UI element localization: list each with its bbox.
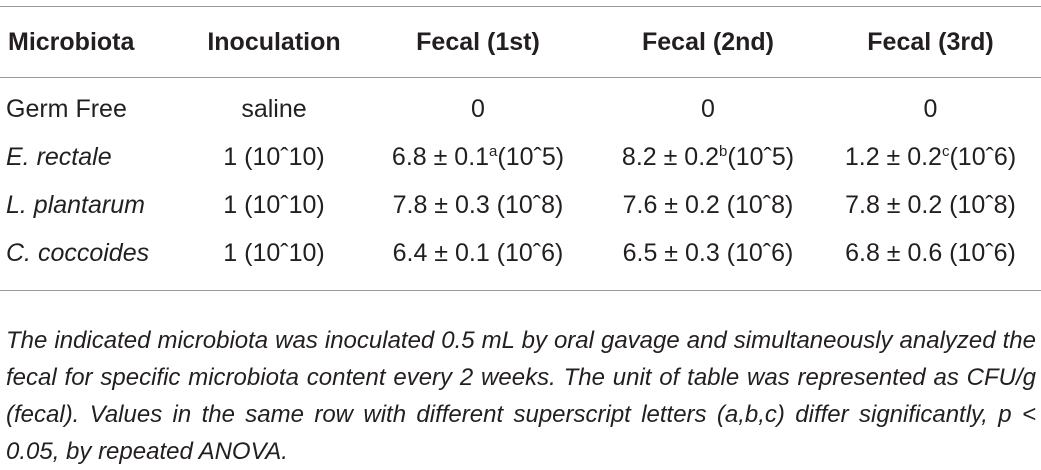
cell-fecal-2nd: 7.6 ± 0.2 (10ˆ8) — [596, 181, 820, 229]
table-header-row: Microbiota Inoculation Fecal (1st) Fecal… — [0, 7, 1041, 77]
cell-fecal-1st: 6.8 ± 0.1a(10ˆ5) — [360, 133, 596, 181]
cell-fecal-3rd: 0 — [820, 77, 1041, 133]
column-header-fecal-1st: Fecal (1st) — [416, 27, 540, 56]
cell-value: 0 — [923, 94, 938, 123]
cell-fecal-3rd: 6.8 ± 0.6 (10ˆ6) — [820, 229, 1041, 277]
cell-value: 6.8 ± 0.6 (10ˆ6) — [845, 238, 1016, 267]
column-header-microbiota: Microbiota — [8, 27, 135, 56]
cell-value: 0 — [701, 94, 715, 123]
cell-value: 1.2 ± 0.2 — [844, 142, 942, 171]
cell-fecal-1st: 0 — [360, 77, 596, 133]
cell-value: 6.5 ± 0.3 (10ˆ6) — [622, 238, 794, 267]
significance-superscript: c — [941, 142, 950, 160]
cell-inoculation: saline — [241, 94, 307, 123]
cell-value: 7.6 ± 0.2 (10ˆ8) — [622, 190, 794, 219]
cell-microbiota: Germ Free — [6, 94, 127, 123]
cell-value: 6.4 ± 0.1 (10ˆ6) — [392, 238, 564, 267]
cell-fecal-2nd: 8.2 ± 0.2b(10ˆ5) — [596, 133, 820, 181]
column-header-fecal-2nd: Fecal (2nd) — [642, 27, 774, 56]
cell-microbiota: E. rectale — [6, 142, 112, 171]
cell-value: 7.8 ± 0.2 (10ˆ8) — [845, 190, 1016, 219]
cell-microbiota: C. coccoides — [6, 238, 150, 267]
column-header-fecal-3rd: Fecal (3rd) — [867, 27, 994, 56]
cell-fecal-3rd: 7.8 ± 0.2 (10ˆ8) — [820, 181, 1041, 229]
column-header-inoculation: Inoculation — [207, 27, 341, 56]
table-footnote: The indicated microbiota was inoculated … — [6, 327, 1036, 465]
cell-exponent: (10ˆ5) — [497, 142, 565, 171]
cell-inoculation: 1 (10ˆ10) — [223, 190, 325, 219]
table-figure: Microbiota Inoculation Fecal (1st) Fecal… — [0, 6, 1041, 465]
significance-superscript: a — [489, 142, 498, 160]
table-row: E. rectale 1 (10ˆ10) 6.8 ± 0.1a(10ˆ5) 8.… — [0, 133, 1041, 181]
cell-fecal-2nd: 6.5 ± 0.3 (10ˆ6) — [596, 229, 820, 277]
table-header-rule — [0, 77, 1041, 78]
table-bottom-rule — [0, 290, 1041, 291]
cell-value: 6.8 ± 0.1 — [391, 142, 490, 171]
cell-value: 7.8 ± 0.3 (10ˆ8) — [392, 190, 564, 219]
cell-fecal-1st: 7.8 ± 0.3 (10ˆ8) — [360, 181, 596, 229]
table-row: L. plantarum 1 (10ˆ10) 7.8 ± 0.3 (10ˆ8) … — [0, 181, 1041, 229]
cell-value: 8.2 ± 0.2 — [621, 142, 720, 171]
cell-inoculation: 1 (10ˆ10) — [223, 142, 325, 171]
cell-fecal-3rd: 1.2 ± 0.2c(10ˆ6) — [820, 133, 1041, 181]
cell-fecal-2nd: 0 — [596, 77, 820, 133]
significance-superscript: b — [719, 142, 728, 160]
microbiota-table: Microbiota Inoculation Fecal (1st) Fecal… — [0, 7, 1041, 277]
cell-value: 0 — [471, 94, 485, 123]
cell-inoculation: 1 (10ˆ10) — [223, 238, 325, 267]
cell-exponent: (10ˆ5) — [727, 142, 795, 171]
cell-fecal-1st: 6.4 ± 0.1 (10ˆ6) — [360, 229, 596, 277]
cell-microbiota: L. plantarum — [6, 190, 145, 219]
table-top-rule — [0, 6, 1041, 7]
table-row: C. coccoides 1 (10ˆ10) 6.4 ± 0.1 (10ˆ6) … — [0, 229, 1041, 277]
cell-exponent: (10ˆ6) — [949, 142, 1017, 171]
table-row: Germ Free saline 0 0 0 — [0, 77, 1041, 133]
